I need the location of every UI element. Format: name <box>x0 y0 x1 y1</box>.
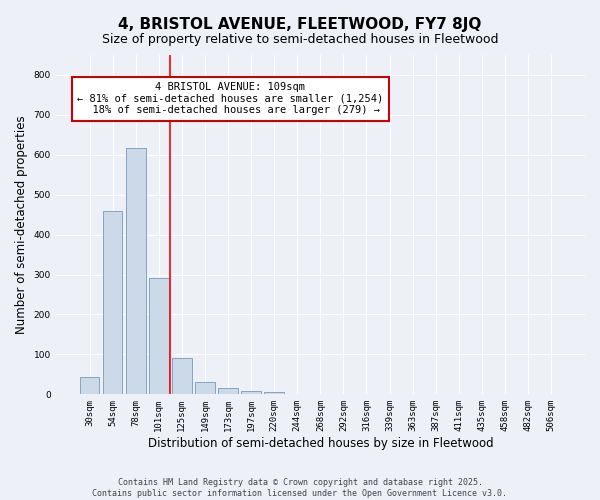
Text: Size of property relative to semi-detached houses in Fleetwood: Size of property relative to semi-detach… <box>102 32 498 46</box>
Bar <box>149 278 169 394</box>
Bar <box>103 211 122 394</box>
Bar <box>241 391 261 394</box>
Bar <box>265 392 284 394</box>
Bar <box>172 358 191 395</box>
Text: 4, BRISTOL AVENUE, FLEETWOOD, FY7 8JQ: 4, BRISTOL AVENUE, FLEETWOOD, FY7 8JQ <box>118 18 482 32</box>
Bar <box>126 148 146 394</box>
Text: Contains HM Land Registry data © Crown copyright and database right 2025.
Contai: Contains HM Land Registry data © Crown c… <box>92 478 508 498</box>
Bar <box>195 382 215 394</box>
Y-axis label: Number of semi-detached properties: Number of semi-detached properties <box>15 116 28 334</box>
Bar <box>218 388 238 394</box>
Bar <box>80 377 100 394</box>
Text: 4 BRISTOL AVENUE: 109sqm
← 81% of semi-detached houses are smaller (1,254)
  18%: 4 BRISTOL AVENUE: 109sqm ← 81% of semi-d… <box>77 82 383 116</box>
X-axis label: Distribution of semi-detached houses by size in Fleetwood: Distribution of semi-detached houses by … <box>148 437 493 450</box>
